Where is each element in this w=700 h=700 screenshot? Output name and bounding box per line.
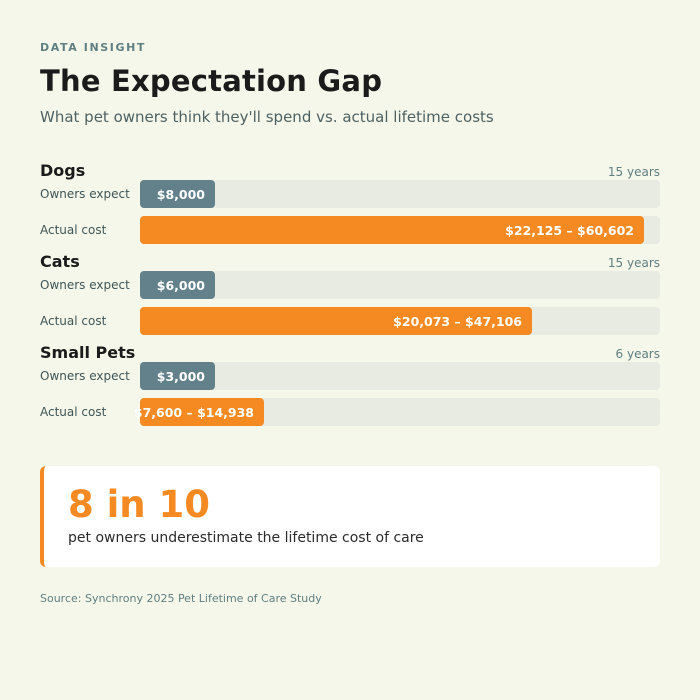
group-years: 15 years (607, 256, 660, 270)
expect-bar: $8,000 (140, 180, 215, 208)
actual-row: Actual cost $20,073 – $47,106 (40, 307, 660, 335)
expect-row-label: Owners expect (40, 369, 130, 383)
stat-text: pet owners underestimate the lifetime co… (68, 530, 424, 546)
actual-row: Actual cost $22,125 – $60,602 (40, 216, 660, 244)
group-name: Small Pets (40, 343, 136, 362)
actual-value-label: $7,600 – $14,938 (133, 405, 254, 420)
group-header: Cats 15 years (40, 252, 660, 272)
expect-row: Owners expect $3,000 (40, 362, 660, 390)
expect-bar: $6,000 (140, 271, 215, 299)
actual-bar: $7,600 – $14,938 (134, 398, 264, 426)
source-note: Source: Synchrony 2025 Pet Lifetime of C… (40, 592, 322, 605)
expect-value-label: $3,000 (156, 369, 205, 384)
expect-bar: $3,000 (140, 362, 215, 390)
expect-value-label: $8,000 (156, 187, 205, 202)
expect-row-label: Owners expect (40, 187, 130, 201)
page-title: The Expectation Gap (40, 64, 383, 98)
actual-row: Actual cost $7,600 – $14,938 (40, 398, 660, 426)
expect-row: Owners expect $6,000 (40, 271, 660, 299)
actual-bar: $20,073 – $47,106 (140, 307, 532, 335)
expect-value-label: $6,000 (156, 278, 205, 293)
group-years: 6 years (615, 347, 660, 361)
actual-row-label: Actual cost (40, 405, 107, 419)
bar-track: $8,000 (140, 180, 660, 208)
bar-track: $22,125 – $60,602 (140, 216, 660, 244)
actual-row-label: Actual cost (40, 223, 107, 237)
group-header: Small Pets 6 years (40, 343, 660, 363)
bar-track: $20,073 – $47,106 (140, 307, 660, 335)
actual-row-label: Actual cost (40, 314, 107, 328)
bar-track: $3,000 (140, 362, 660, 390)
group-header: Dogs 15 years (40, 161, 660, 181)
actual-value-label: $22,125 – $60,602 (505, 223, 634, 238)
page-subtitle: What pet owners think they'll spend vs. … (40, 108, 494, 126)
actual-bar: $22,125 – $60,602 (140, 216, 644, 244)
group-name: Cats (40, 252, 80, 271)
stat-card: 8 in 10 pet owners underestimate the lif… (40, 466, 660, 567)
expect-row-label: Owners expect (40, 278, 130, 292)
expect-row: Owners expect $8,000 (40, 180, 660, 208)
group-years: 15 years (607, 165, 660, 179)
stat-number: 8 in 10 (68, 483, 211, 526)
actual-value-label: $20,073 – $47,106 (393, 314, 522, 329)
group-name: Dogs (40, 161, 86, 180)
bar-track: $7,600 – $14,938 (134, 398, 660, 426)
bar-track: $6,000 (140, 271, 660, 299)
eyebrow-label: DATA INSIGHT (40, 41, 147, 54)
